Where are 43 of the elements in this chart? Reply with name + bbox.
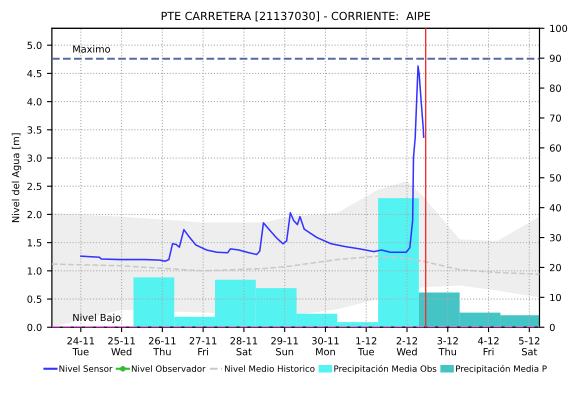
y2-tick-label: 30	[550, 234, 561, 242]
ref-line-label: Maximo	[73, 45, 110, 53]
y2-tick-label: 80	[550, 84, 561, 92]
y2-tick-label: 50	[550, 174, 561, 182]
x-tick-label: 5-12 Sat	[519, 337, 540, 356]
y-tick-label: 3.5	[27, 126, 42, 134]
x-tick-label: 3-12 Thu	[437, 337, 458, 356]
x-tick-label: 27-11 Fri	[190, 337, 216, 356]
x-tick-label: 24-11 Tue	[67, 337, 94, 356]
y-tick-label: 2.5	[27, 182, 42, 190]
y2-tick-label: 60	[550, 144, 561, 152]
y-tick-label: 1.0	[28, 267, 42, 275]
x-tick-label: 2-12 Wed	[396, 337, 418, 356]
x-tick-label: 30-11 Mon	[312, 337, 339, 356]
chart-title: PTE CARRETERA [21137030] - CORRIENTE: AIPE	[162, 12, 430, 22]
y2-tick-label: 70	[550, 114, 561, 122]
x-tick-label: 4-12 Fri	[478, 337, 499, 356]
ref-line-label: Nivel Bajo	[73, 314, 121, 324]
y2-tick-label: 40	[550, 204, 561, 212]
legend-label: Precipitación Media P	[456, 364, 547, 374]
y-tick-label: 4.0	[27, 98, 42, 106]
x-tick-label: 1-12 Tue	[356, 337, 376, 356]
y2-tick-label: 0	[550, 324, 555, 332]
legend-label: Nivel Observador	[132, 365, 206, 372]
x-tick-label: 29-11 Sun	[271, 337, 298, 356]
legend-label: Precipitación Media Obs	[334, 364, 436, 374]
legend-label: Nivel Medio Historico	[224, 365, 315, 372]
y2-tick-label: 90	[550, 54, 561, 62]
x-tick-label: 26-11 Thu	[148, 337, 176, 356]
y-tick-label: 0.5	[27, 296, 42, 303]
x-tick-label: 25-11 Wed	[108, 337, 135, 356]
x-tick-label: 28-11 Sat	[230, 337, 258, 356]
y-axis-title: Nivel del Agua [m]	[12, 133, 22, 222]
y-tick-label: 1.5	[28, 239, 42, 246]
y2-tick-label: 10	[550, 294, 561, 302]
legend-label: Nivel Sensor	[59, 365, 113, 372]
y-tick-label: 2.0	[27, 210, 42, 218]
y2-tick-label: 100	[550, 24, 568, 32]
y-tick-label: 5.0	[27, 42, 42, 50]
y-tick-label: 3.0	[27, 154, 42, 162]
y-tick-label: 0.0	[27, 324, 42, 332]
y-tick-label: 4.5	[27, 70, 42, 78]
y2-tick-label: 20	[550, 264, 561, 272]
